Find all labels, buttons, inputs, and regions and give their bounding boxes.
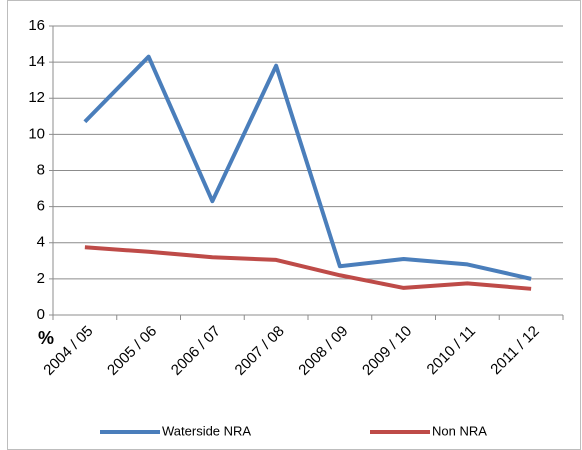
legend-label: Waterside NRA [162,423,251,438]
y-tick-label: 4 [37,234,45,251]
y-tick-label: 6 [37,198,45,215]
legend-label: Non NRA [432,423,487,438]
y-tick-label: 2 [37,270,45,287]
chart-frame [7,0,581,450]
y-tick-label: 10 [28,125,45,142]
y-tick-label: 0 [37,306,45,323]
x-tick-label: 2009 / 10 [359,323,415,379]
series-line [84,245,532,291]
x-tick-label: 2010 / 11 [424,323,479,378]
y-axis-label: % [38,328,54,348]
x-tick-label: 2008 / 09 [295,323,351,379]
y-tick-label: 8 [37,161,45,178]
x-tick-label: 2005 / 06 [104,323,160,379]
x-tick-label: 2007 / 08 [232,323,288,379]
x-tick-label: 2011 / 12 [487,323,542,378]
series-line [83,54,532,281]
y-tick-label: 16 [28,17,45,34]
y-tick-label: 12 [28,89,45,106]
y-tick-label: 14 [28,53,45,70]
x-tick-label: 2006 / 07 [168,323,224,379]
